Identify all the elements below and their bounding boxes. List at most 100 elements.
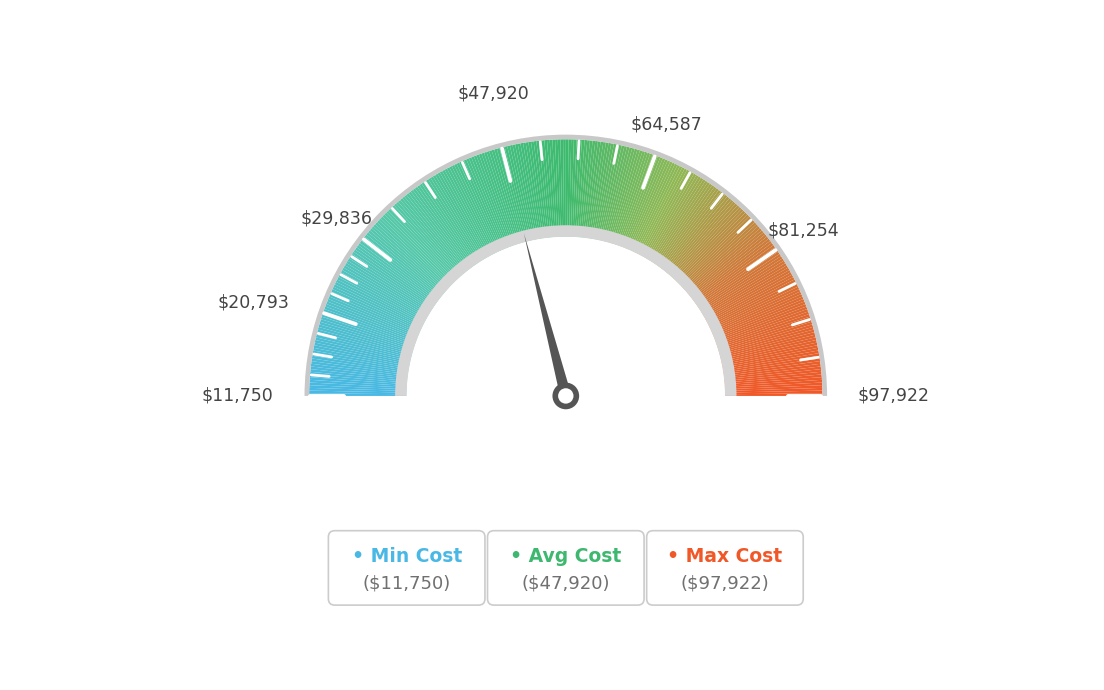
Wedge shape bbox=[533, 141, 548, 238]
Wedge shape bbox=[648, 177, 701, 261]
Wedge shape bbox=[718, 317, 810, 348]
Wedge shape bbox=[320, 319, 414, 350]
Wedge shape bbox=[724, 377, 822, 386]
Wedge shape bbox=[417, 185, 475, 266]
Wedge shape bbox=[720, 332, 815, 358]
Wedge shape bbox=[341, 270, 427, 319]
Wedge shape bbox=[644, 172, 694, 258]
Wedge shape bbox=[489, 150, 520, 244]
Wedge shape bbox=[707, 275, 794, 322]
Wedge shape bbox=[574, 139, 582, 237]
Wedge shape bbox=[721, 337, 816, 362]
Wedge shape bbox=[713, 299, 805, 337]
Wedge shape bbox=[678, 215, 750, 284]
Wedge shape bbox=[607, 148, 635, 243]
Wedge shape bbox=[566, 139, 569, 237]
Wedge shape bbox=[700, 258, 784, 312]
Wedge shape bbox=[314, 345, 410, 366]
Wedge shape bbox=[723, 353, 819, 371]
Wedge shape bbox=[424, 181, 479, 264]
Wedge shape bbox=[723, 358, 820, 375]
Wedge shape bbox=[689, 233, 765, 296]
Wedge shape bbox=[309, 380, 407, 388]
Wedge shape bbox=[344, 263, 429, 315]
Text: • Avg Cost: • Avg Cost bbox=[510, 547, 622, 566]
Wedge shape bbox=[724, 369, 821, 381]
Wedge shape bbox=[310, 372, 407, 383]
Wedge shape bbox=[627, 159, 668, 250]
Wedge shape bbox=[379, 218, 450, 287]
Wedge shape bbox=[709, 284, 798, 328]
Circle shape bbox=[559, 388, 573, 404]
Wedge shape bbox=[479, 154, 513, 246]
Wedge shape bbox=[583, 141, 595, 238]
Wedge shape bbox=[691, 239, 771, 299]
Wedge shape bbox=[724, 372, 821, 383]
Wedge shape bbox=[591, 142, 608, 239]
Wedge shape bbox=[633, 163, 675, 252]
Wedge shape bbox=[386, 210, 456, 282]
Wedge shape bbox=[402, 197, 466, 273]
Wedge shape bbox=[437, 172, 488, 258]
Wedge shape bbox=[711, 292, 802, 333]
Wedge shape bbox=[725, 385, 822, 391]
Text: $20,793: $20,793 bbox=[217, 293, 289, 311]
Wedge shape bbox=[461, 160, 502, 250]
Wedge shape bbox=[396, 201, 461, 277]
Wedge shape bbox=[309, 391, 406, 394]
Wedge shape bbox=[495, 149, 523, 243]
Wedge shape bbox=[357, 245, 437, 304]
Wedge shape bbox=[309, 377, 407, 386]
Wedge shape bbox=[542, 140, 552, 237]
Wedge shape bbox=[682, 220, 755, 288]
Wedge shape bbox=[529, 141, 544, 239]
Wedge shape bbox=[718, 319, 811, 350]
Wedge shape bbox=[602, 146, 627, 242]
Wedge shape bbox=[724, 364, 820, 377]
Wedge shape bbox=[709, 282, 797, 326]
Wedge shape bbox=[601, 146, 625, 241]
Wedge shape bbox=[311, 364, 407, 377]
Wedge shape bbox=[459, 161, 501, 251]
Wedge shape bbox=[586, 141, 601, 238]
Wedge shape bbox=[719, 324, 813, 353]
Wedge shape bbox=[507, 146, 531, 241]
Text: $81,254: $81,254 bbox=[767, 221, 839, 239]
Wedge shape bbox=[720, 330, 815, 356]
Wedge shape bbox=[714, 302, 806, 339]
Wedge shape bbox=[725, 388, 822, 393]
Wedge shape bbox=[309, 388, 406, 393]
Wedge shape bbox=[707, 277, 795, 324]
Wedge shape bbox=[312, 356, 408, 373]
Wedge shape bbox=[342, 268, 428, 318]
FancyBboxPatch shape bbox=[328, 531, 485, 605]
Wedge shape bbox=[466, 158, 506, 249]
Wedge shape bbox=[518, 144, 538, 239]
Wedge shape bbox=[394, 204, 460, 277]
Wedge shape bbox=[712, 294, 803, 334]
Wedge shape bbox=[703, 265, 788, 317]
Wedge shape bbox=[445, 168, 492, 256]
Wedge shape bbox=[426, 179, 480, 262]
Wedge shape bbox=[643, 171, 692, 257]
Wedge shape bbox=[718, 322, 813, 351]
Wedge shape bbox=[723, 356, 819, 373]
Wedge shape bbox=[481, 152, 516, 246]
Wedge shape bbox=[471, 157, 509, 248]
Wedge shape bbox=[505, 146, 530, 242]
Wedge shape bbox=[629, 160, 670, 250]
Wedge shape bbox=[435, 174, 486, 259]
Wedge shape bbox=[696, 247, 776, 305]
Wedge shape bbox=[612, 150, 643, 244]
Wedge shape bbox=[722, 351, 819, 369]
Wedge shape bbox=[325, 306, 416, 342]
Wedge shape bbox=[317, 330, 412, 356]
Wedge shape bbox=[651, 179, 705, 262]
Wedge shape bbox=[335, 282, 423, 326]
Wedge shape bbox=[399, 200, 463, 275]
Wedge shape bbox=[491, 150, 521, 244]
Text: • Max Cost: • Max Cost bbox=[668, 547, 783, 566]
Wedge shape bbox=[390, 207, 458, 280]
Wedge shape bbox=[309, 393, 406, 396]
Wedge shape bbox=[623, 157, 660, 248]
